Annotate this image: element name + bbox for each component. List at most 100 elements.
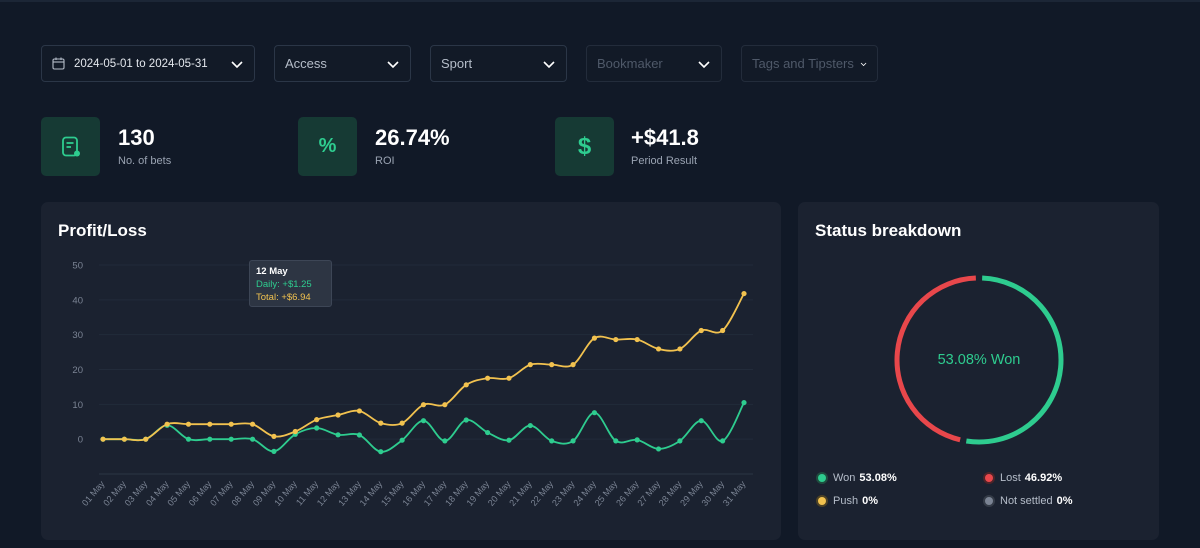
total-data-point [292, 428, 298, 435]
tooltip-date: 12 May [256, 266, 288, 277]
total-data-point [655, 346, 662, 352]
status-breakdown-title: Status breakdown [815, 221, 962, 240]
total-data-point [442, 402, 448, 408]
total-data-point [399, 420, 405, 426]
status-breakdown-card: Status breakdown [798, 202, 1159, 540]
total-data-point [613, 336, 619, 343]
sport-filter-label: Sport [441, 56, 473, 71]
total-data-point [378, 420, 384, 426]
total-data-point [314, 417, 320, 423]
bets-count-value: 130 [118, 125, 155, 150]
legend-not-settled-value: 0% [1056, 495, 1073, 507]
total-data-point [677, 346, 683, 352]
x-tick-label: 31 May [721, 478, 748, 507]
daily-data-point [720, 438, 726, 444]
donut-center-label: 53.08% Won [937, 352, 1021, 368]
chevron-down-icon [387, 60, 399, 68]
total-data-point [185, 421, 192, 427]
x-tick-label: 10 May [272, 478, 299, 507]
daily-data-point [677, 438, 683, 444]
top-divider [0, 0, 1200, 2]
legend-not-settled: Not settled 0% [985, 495, 1073, 507]
won-dot-icon [818, 474, 826, 482]
access-filter[interactable]: Access [274, 45, 411, 82]
roi-label: ROI [375, 155, 395, 167]
lost-arc [894, 275, 976, 443]
y-tick-label: 30 [72, 330, 83, 341]
status-donut-chart[interactable] [889, 270, 1069, 450]
tooltip-total: Total: +$6.94 [256, 292, 311, 303]
total-data-point [420, 402, 427, 408]
total-data-point [228, 421, 234, 427]
total-data-point [121, 436, 127, 442]
tags-tipsters-filter-label: Tags and Tipsters [752, 56, 854, 71]
total-data-point [485, 375, 491, 381]
total-data-point [463, 382, 469, 388]
chevron-down-icon [543, 60, 555, 68]
y-tick-label: 50 [72, 261, 83, 272]
chart-tooltip: 12 May Daily: +$1.25 Total: +$6.94 [249, 260, 332, 307]
total-data-point [356, 408, 362, 414]
period-result-label: Period Result [631, 155, 698, 167]
daily-data-point [506, 437, 512, 443]
tooltip-daily: Daily: +$1.25 [256, 279, 312, 290]
date-range-filter[interactable]: 2024-05-01 to 2024-05-31 [41, 45, 255, 82]
total-data-point [698, 327, 704, 334]
dollar-icon: $ [555, 117, 614, 176]
legend-not-settled-label: Not settled [1000, 495, 1053, 507]
bets-count-label: No. of bets [118, 155, 172, 167]
chevron-down-icon [860, 62, 867, 66]
profit-loss-card: Profit/Loss [41, 202, 781, 540]
y-tick-label: 10 [72, 400, 83, 411]
daily-data-point [185, 436, 192, 442]
daily-data-point [613, 438, 619, 444]
bookmaker-filter-label: Bookmaker [597, 56, 663, 71]
total-data-point [591, 335, 598, 341]
tags-tipsters-filter[interactable]: Tags and Tipsters [741, 45, 878, 82]
sport-filter[interactable]: Sport [430, 45, 567, 82]
daily-data-point [485, 429, 491, 436]
legend-push-value: 0% [862, 495, 878, 507]
total-data-point [271, 433, 277, 439]
total-data-point [164, 421, 170, 427]
total-data-point [720, 327, 726, 334]
legend-lost-value: 46.92% [1024, 472, 1063, 484]
push-dot-icon [818, 497, 826, 505]
daily-data-point [207, 436, 213, 442]
daily-data-point [271, 448, 277, 454]
calendar-icon [52, 57, 65, 70]
daily-data-point [527, 422, 533, 429]
daily-data-point [591, 410, 598, 416]
legend-lost-label: Lost [1000, 472, 1021, 484]
daily-series-line [102, 402, 745, 453]
y-tick-label: 20 [72, 365, 83, 376]
date-range-value: 2024-05-01 to 2024-05-31 [74, 57, 208, 70]
daily-data-point [378, 449, 384, 455]
daily-data-point [634, 437, 640, 443]
access-filter-label: Access [285, 56, 327, 71]
won-arc [965, 275, 1064, 445]
profit-loss-title: Profit/Loss [58, 221, 147, 240]
daily-data-point [249, 436, 256, 442]
total-data-point [249, 421, 256, 427]
daily-data-point [442, 438, 448, 444]
legend-lost: Lost 46.92% [985, 472, 1062, 484]
daily-data-point [314, 425, 320, 431]
legend-push: Push 0% [818, 495, 878, 507]
legend-won-value: 53.08% [859, 472, 897, 484]
daily-data-point [570, 438, 576, 444]
chevron-down-icon [698, 60, 710, 68]
daily-data-point [463, 417, 469, 423]
daily-data-point [698, 418, 704, 424]
bookmaker-filter[interactable]: Bookmaker [586, 45, 722, 82]
daily-data-point [549, 438, 555, 444]
not-settled-dot-icon [985, 497, 993, 505]
daily-data-point [228, 436, 234, 442]
daily-data-point [335, 432, 341, 438]
total-data-point [634, 336, 640, 343]
roi-value: 26.74% [375, 125, 450, 150]
y-tick-label: 40 [72, 295, 83, 306]
bet-slip-icon [41, 117, 100, 176]
total-data-point [549, 362, 555, 368]
